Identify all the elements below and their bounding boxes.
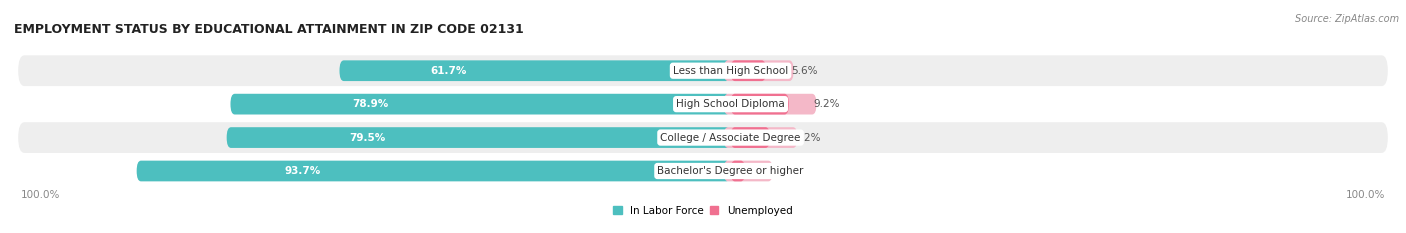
FancyBboxPatch shape <box>724 60 793 81</box>
FancyBboxPatch shape <box>731 127 770 148</box>
Text: College / Associate Degree: College / Associate Degree <box>661 133 801 143</box>
FancyBboxPatch shape <box>18 156 1388 186</box>
Text: 100.0%: 100.0% <box>21 190 60 200</box>
Text: High School Diploma: High School Diploma <box>676 99 785 109</box>
FancyBboxPatch shape <box>731 60 766 81</box>
Text: 79.5%: 79.5% <box>350 133 385 143</box>
FancyBboxPatch shape <box>724 161 773 181</box>
FancyBboxPatch shape <box>724 127 797 148</box>
Text: 9.2%: 9.2% <box>814 99 841 109</box>
FancyBboxPatch shape <box>231 94 731 114</box>
FancyBboxPatch shape <box>724 94 817 114</box>
Text: 2.3%: 2.3% <box>770 166 796 176</box>
FancyBboxPatch shape <box>731 94 789 114</box>
Text: 61.7%: 61.7% <box>430 66 467 76</box>
FancyBboxPatch shape <box>18 55 1388 86</box>
FancyBboxPatch shape <box>18 122 1388 153</box>
Text: 100.0%: 100.0% <box>1346 190 1385 200</box>
Text: EMPLOYMENT STATUS BY EDUCATIONAL ATTAINMENT IN ZIP CODE 02131: EMPLOYMENT STATUS BY EDUCATIONAL ATTAINM… <box>14 23 524 36</box>
Text: 78.9%: 78.9% <box>353 99 388 109</box>
FancyBboxPatch shape <box>136 161 731 181</box>
FancyBboxPatch shape <box>226 127 731 148</box>
Text: 6.2%: 6.2% <box>794 133 821 143</box>
FancyBboxPatch shape <box>18 89 1388 120</box>
FancyBboxPatch shape <box>339 60 731 81</box>
Text: 5.6%: 5.6% <box>790 66 817 76</box>
Legend: In Labor Force, Unemployed: In Labor Force, Unemployed <box>609 201 797 220</box>
Text: Source: ZipAtlas.com: Source: ZipAtlas.com <box>1295 14 1399 24</box>
Text: Less than High School: Less than High School <box>673 66 789 76</box>
Text: Bachelor's Degree or higher: Bachelor's Degree or higher <box>658 166 804 176</box>
FancyBboxPatch shape <box>731 161 745 181</box>
Text: 93.7%: 93.7% <box>285 166 321 176</box>
